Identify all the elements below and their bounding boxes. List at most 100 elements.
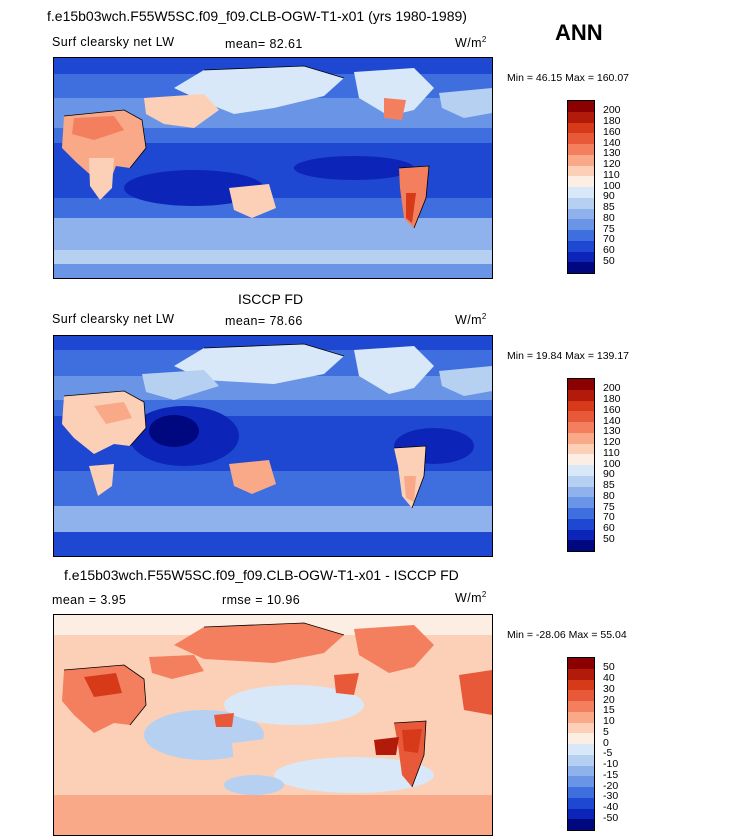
panel2-header: ISCCP FD <box>238 291 304 307</box>
colorbar-tick-label: 120 <box>603 436 621 448</box>
colorbar-segment <box>568 443 594 455</box>
panel3-header: f.e15b03wch.F55W5SC.f09_f09.CLB-OGW-T1-x… <box>64 567 459 583</box>
colorbar-segment <box>568 400 594 412</box>
colorbar-segment <box>568 422 594 433</box>
colorbar-segment <box>568 787 594 798</box>
colorbar-segment <box>568 176 594 187</box>
panel3-map <box>53 614 493 836</box>
colorbar-segment <box>568 797 594 809</box>
colorbar-tick-label: 110 <box>603 446 620 459</box>
colorbar-tick-label: 85 <box>603 479 615 491</box>
colorbar-segment <box>568 411 594 422</box>
colorbar-segment <box>568 187 594 198</box>
colorbar-segment <box>568 197 594 209</box>
panel2-map-svg <box>54 336 492 556</box>
colorbar-tick-label: 130 <box>603 147 621 160</box>
colorbar-tick-label: 90 <box>603 468 615 481</box>
colorbar-segment <box>568 389 594 401</box>
panel2-mean: mean= 78.66 <box>225 314 303 328</box>
colorbar-tick-label: 85 <box>603 201 615 213</box>
colorbar-tick-label: 5 <box>603 725 609 738</box>
colorbar-tick-label: 80 <box>603 211 615 224</box>
colorbar-tick-label: 160 <box>603 125 621 138</box>
panel1-variable: Surf clearsky net LW <box>52 35 175 49</box>
colorbar-segment <box>568 486 594 498</box>
colorbar-segment <box>568 230 594 241</box>
colorbar-tick-label: 100 <box>603 179 621 192</box>
colorbar-segment <box>568 219 594 230</box>
colorbar-tick-label: 30 <box>603 682 615 695</box>
colorbar-tick-label: -50 <box>603 811 619 824</box>
colorbar-tick-label: 10 <box>603 715 615 727</box>
colorbar-segment <box>568 722 594 734</box>
colorbar-segment <box>568 379 594 390</box>
panel1-units: W/m2 <box>455 35 487 51</box>
panel1-colorbar <box>567 100 595 274</box>
colorbar-segment <box>568 679 594 691</box>
colorbar-segment <box>568 808 594 820</box>
colorbar-tick-label: 0 <box>603 736 609 749</box>
colorbar-tick-label: 100 <box>603 457 621 470</box>
colorbar-tick-label: 140 <box>603 414 621 427</box>
colorbar-segment <box>568 497 594 508</box>
colorbar-segment <box>568 701 594 712</box>
colorbar-tick-label: 70 <box>603 233 615 246</box>
colorbar-tick-label: 110 <box>603 168 620 181</box>
panel3-colorbar <box>567 657 595 831</box>
colorbar-segment <box>568 475 594 487</box>
colorbar-tick-label: -30 <box>603 790 619 803</box>
colorbar-segment <box>568 144 594 155</box>
colorbar-tick-label: 200 <box>603 382 621 395</box>
colorbar-tick-label: 140 <box>603 136 621 149</box>
panel3-minmax: Min = -28.06 Max = 55.04 <box>507 629 627 641</box>
colorbar-tick-label: -10 <box>603 758 619 770</box>
colorbar-segment <box>568 765 594 777</box>
panel1-mean: mean= 82.61 <box>225 37 303 51</box>
colorbar-segment <box>568 529 594 541</box>
colorbar-segment <box>568 658 594 669</box>
colorbar-segment <box>568 154 594 166</box>
colorbar-tick-label: 50 <box>603 661 615 674</box>
panel2-minmax: Min = 19.84 Max = 139.17 <box>507 350 629 362</box>
panel2-map <box>53 335 493 557</box>
colorbar-tick-label: 20 <box>603 693 615 706</box>
season-label: ANN <box>555 20 603 45</box>
colorbar-tick-label: 80 <box>603 489 615 502</box>
panel3-units: W/m2 <box>455 590 487 606</box>
colorbar-segment <box>568 518 594 530</box>
colorbar-tick-label: 60 <box>603 244 615 256</box>
colorbar-tick-label: 130 <box>603 425 621 438</box>
colorbar-segment <box>568 754 594 766</box>
panel2-colorbar <box>567 378 595 552</box>
colorbar-tick-label: 120 <box>603 158 621 170</box>
colorbar-tick-label: 180 <box>603 115 621 127</box>
panel2-variable: Surf clearsky net LW <box>52 312 175 326</box>
colorbar-segment <box>568 111 594 123</box>
colorbar-tick-label: 50 <box>603 254 615 267</box>
colorbar-segment <box>568 122 594 134</box>
colorbar-tick-label: 75 <box>603 222 615 235</box>
panel1-minmax: Min = 46.15 Max = 160.07 <box>507 72 629 84</box>
colorbar-segment <box>568 251 594 263</box>
colorbar-segment <box>568 819 594 830</box>
colorbar-segment <box>568 508 594 519</box>
colorbar-tick-label: 200 <box>603 104 621 117</box>
colorbar-segment <box>568 744 594 755</box>
colorbar-tick-label: 60 <box>603 522 615 534</box>
colorbar-tick-label: 75 <box>603 500 615 513</box>
colorbar-segment <box>568 711 594 723</box>
colorbar-segment <box>568 776 594 787</box>
colorbar-segment <box>568 454 594 465</box>
case-title: f.e15b03wch.F55W5SC.f09_f09.CLB-OGW-T1-x… <box>47 8 467 24</box>
colorbar-tick-label: 160 <box>603 403 621 416</box>
colorbar-segment <box>568 240 594 252</box>
colorbar-segment <box>568 432 594 444</box>
colorbar-tick-label: -15 <box>603 768 619 781</box>
colorbar-tick-label: 70 <box>603 511 615 524</box>
panel2-units: W/m2 <box>455 312 487 328</box>
colorbar-tick-label: 50 <box>603 532 615 545</box>
colorbar-tick-label: 90 <box>603 190 615 203</box>
colorbar-segment <box>568 101 594 112</box>
colorbar-tick-label: -40 <box>603 801 619 813</box>
panel3-rmse: rmse = 10.96 <box>222 593 301 607</box>
